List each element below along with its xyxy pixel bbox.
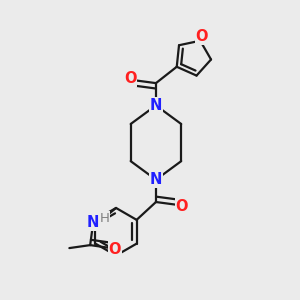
Text: O: O: [195, 29, 208, 44]
Text: N: N: [150, 172, 162, 187]
Text: O: O: [124, 71, 136, 86]
Text: H: H: [100, 212, 110, 225]
Text: N: N: [87, 215, 99, 230]
Text: O: O: [176, 199, 188, 214]
Text: N: N: [150, 98, 162, 113]
Text: O: O: [108, 242, 121, 257]
